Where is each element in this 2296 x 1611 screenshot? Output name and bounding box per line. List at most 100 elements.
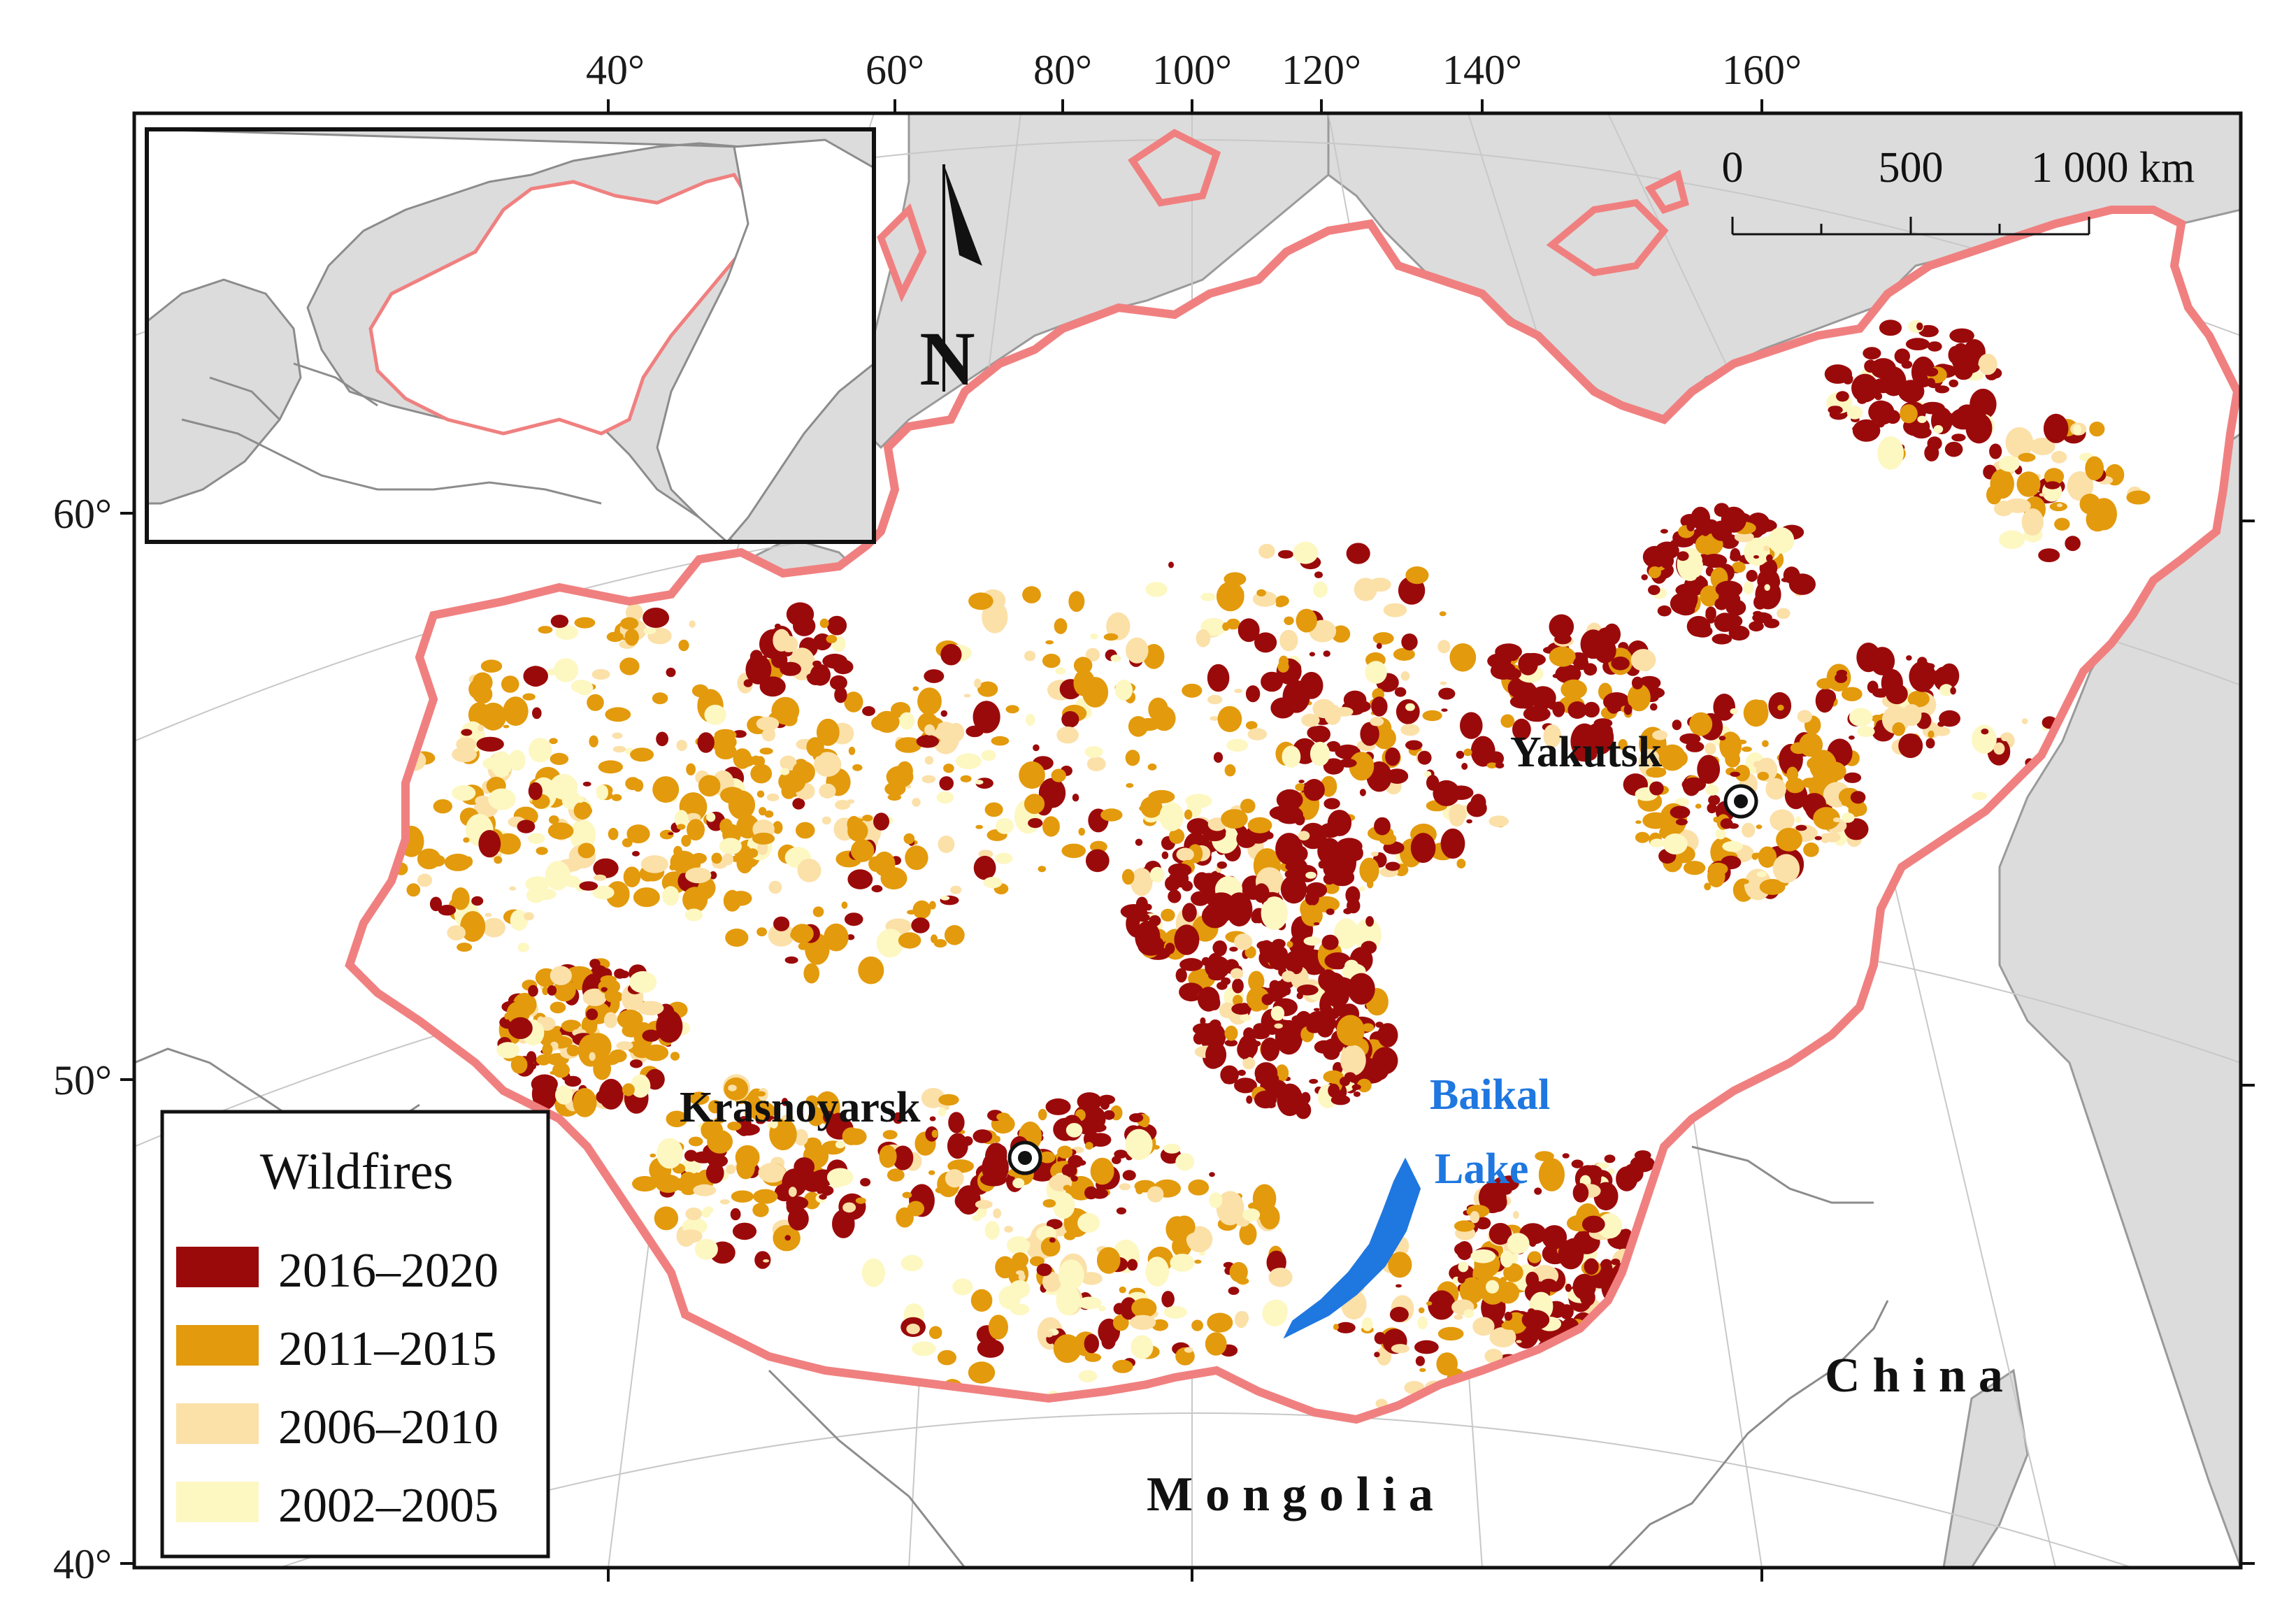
wildfire-patch bbox=[938, 1107, 947, 1117]
wildfire-patch bbox=[680, 1229, 703, 1243]
wildfire-patch bbox=[2021, 718, 2028, 724]
wildfire-patch bbox=[1526, 1271, 1540, 1289]
wildfire-patch bbox=[759, 676, 786, 697]
wildfire-patch bbox=[549, 738, 558, 745]
wildfire-patch bbox=[1475, 1217, 1491, 1230]
wildfire-patch bbox=[1939, 684, 1953, 696]
wildfire-patch bbox=[1186, 1231, 1213, 1246]
wildfire-patch bbox=[1333, 1324, 1339, 1331]
wildfire-patch bbox=[564, 1075, 582, 1087]
wildfire-patch bbox=[1078, 827, 1085, 836]
wildfire-patch bbox=[1312, 699, 1335, 719]
wildfire-patch bbox=[1061, 1164, 1077, 1177]
wildfire-patch bbox=[457, 943, 473, 952]
wildfire-patch bbox=[1110, 654, 1121, 662]
lon-label-140: 140° bbox=[1442, 47, 1522, 93]
wildfire-patch bbox=[994, 852, 1013, 864]
wildfire-patch bbox=[1393, 647, 1415, 661]
wildfire-patch bbox=[736, 1157, 755, 1180]
wildfire-patch bbox=[911, 1341, 936, 1356]
wildfire-patch bbox=[1326, 740, 1341, 752]
wildfire-patch bbox=[1712, 633, 1732, 645]
wildfire-patch bbox=[1405, 566, 1429, 585]
wildfire-patch bbox=[974, 678, 982, 688]
wildfire-patch bbox=[1339, 758, 1357, 768]
wildfire-patch bbox=[858, 956, 884, 984]
wildfire-patch bbox=[577, 1034, 603, 1067]
wildfire-patch bbox=[480, 659, 503, 673]
wildfire-patch bbox=[1254, 1062, 1278, 1084]
wildfire-patch bbox=[756, 927, 767, 937]
wildfire-patch bbox=[1378, 833, 1397, 845]
wildfire-patch bbox=[1222, 622, 1230, 631]
wildfire-patch bbox=[1762, 740, 1769, 747]
wildfire-patch bbox=[938, 836, 955, 853]
wildfire-patch bbox=[1128, 716, 1149, 737]
wildfire-patch bbox=[1242, 1057, 1256, 1070]
wildfire-patch bbox=[1925, 326, 1934, 333]
wildfire-patch bbox=[1864, 359, 1877, 373]
wildfire-patch bbox=[1658, 768, 1666, 772]
wildfire-patch bbox=[656, 731, 668, 747]
wildfire-patch bbox=[1365, 916, 1374, 927]
wildfire-patch bbox=[1085, 1142, 1093, 1150]
wildfire-patch bbox=[752, 1203, 769, 1217]
wildfire-patch bbox=[2039, 493, 2046, 496]
wildfire-patch bbox=[2001, 736, 2010, 742]
wildfire-patch bbox=[759, 747, 773, 755]
wildfire-patch bbox=[1145, 903, 1152, 911]
inset-map bbox=[145, 127, 876, 544]
wildfire-patch bbox=[1506, 652, 1519, 661]
wildfire-patch bbox=[1129, 1315, 1156, 1331]
wildfire-patch bbox=[545, 861, 571, 891]
wildfire-patch bbox=[529, 738, 552, 763]
wildfire-patch bbox=[577, 843, 596, 859]
lon-label-80: 80° bbox=[1033, 47, 1092, 93]
wildfire-patch bbox=[1658, 744, 1686, 771]
wildfire-patch bbox=[842, 1202, 856, 1213]
wildfire-patch bbox=[1323, 798, 1340, 810]
wildfire-patch bbox=[1371, 696, 1388, 717]
wildfire-patch bbox=[1028, 818, 1043, 829]
wildfire-patch bbox=[1540, 1278, 1557, 1289]
wildfire-patch bbox=[1766, 554, 1773, 562]
wildfire-patch bbox=[538, 1026, 563, 1047]
wildfire-patch bbox=[1756, 871, 1767, 878]
wildfire-patch bbox=[525, 666, 546, 687]
wildfire-patch bbox=[1045, 1098, 1071, 1115]
wildfire-patch bbox=[1488, 1223, 1512, 1245]
wildfire-patch bbox=[1121, 868, 1135, 885]
wildfire-patch bbox=[1374, 1352, 1380, 1358]
wildfire-patch bbox=[1236, 829, 1257, 848]
wildfire-patch bbox=[2021, 508, 2044, 536]
wildfire-patch bbox=[758, 1163, 786, 1183]
wildfire-patch bbox=[581, 1015, 598, 1036]
wildfire-patch bbox=[1209, 1172, 1215, 1177]
scale-label-1000: 1 000 km bbox=[2031, 144, 2195, 192]
wildfire-patch bbox=[1483, 1305, 1494, 1313]
wildfire-patch bbox=[643, 627, 656, 634]
wildfire-patch bbox=[798, 943, 808, 950]
wildfire-patch bbox=[488, 788, 516, 810]
wildfire-patch bbox=[652, 776, 680, 803]
wildfire-patch bbox=[1226, 618, 1240, 630]
wildfire-patch bbox=[1902, 704, 1922, 726]
wildfire-patch bbox=[684, 1150, 698, 1162]
wildfire-patch bbox=[1849, 708, 1873, 727]
wildfire-patch bbox=[1056, 1284, 1080, 1316]
wildfire-patch bbox=[975, 780, 984, 785]
wildfire-patch bbox=[850, 839, 875, 862]
wildfire-patch bbox=[1053, 1334, 1082, 1363]
wildfire-patch bbox=[1184, 1347, 1193, 1353]
wildfire-patch bbox=[786, 1196, 809, 1210]
wildfire-patch bbox=[1068, 591, 1085, 613]
wildfire-patch bbox=[973, 855, 996, 880]
wildfire-patch bbox=[625, 777, 640, 790]
wildfire-patch bbox=[768, 880, 782, 894]
wildfire-patch bbox=[643, 608, 670, 628]
wildfire-patch bbox=[1528, 1251, 1542, 1263]
wildfire-patch bbox=[1816, 678, 1835, 689]
wildfire-patch bbox=[1135, 838, 1143, 846]
wildfire-patch bbox=[1224, 1039, 1238, 1047]
wildfire-patch bbox=[1263, 831, 1274, 840]
